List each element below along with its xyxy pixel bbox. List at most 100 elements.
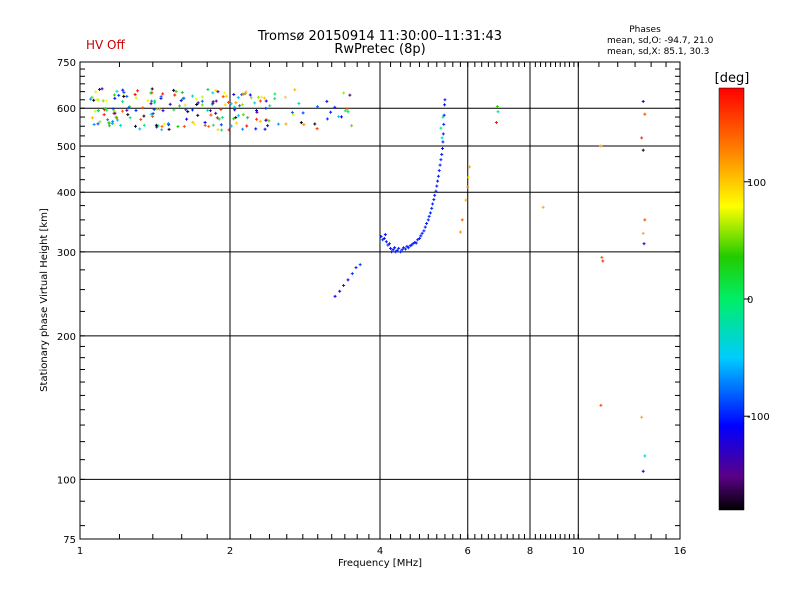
- data-point: [162, 122, 166, 126]
- data-point: [216, 90, 220, 94]
- data-point: [193, 122, 197, 126]
- data-point: [223, 103, 227, 107]
- data-point: [161, 109, 165, 113]
- data-point: [458, 230, 462, 234]
- data-point: [397, 246, 401, 250]
- data-point: [386, 243, 390, 247]
- data-point: [433, 193, 437, 197]
- x-tick-label: 16: [674, 546, 687, 557]
- data-point: [136, 89, 140, 93]
- data-point: [100, 87, 104, 91]
- data-point: [114, 115, 118, 119]
- data-point: [427, 214, 431, 218]
- phases-o-stats: mean, sd,O: -94.7, 21.0: [607, 36, 714, 46]
- data-point: [248, 93, 252, 97]
- data-point: [92, 123, 96, 127]
- data-point: [379, 235, 383, 239]
- data-point: [214, 88, 218, 92]
- data-point: [112, 109, 116, 113]
- data-point: [217, 117, 221, 121]
- data-point: [283, 95, 287, 99]
- data-point: [541, 205, 545, 209]
- data-point: [182, 124, 186, 128]
- data-point: [244, 90, 248, 94]
- data-point: [211, 123, 215, 127]
- data-point: [233, 105, 237, 109]
- data-point: [299, 121, 303, 125]
- data-point: [293, 88, 297, 92]
- data-point: [422, 229, 426, 233]
- data-point: [342, 91, 346, 95]
- data-point: [245, 124, 249, 128]
- data-point: [196, 113, 200, 117]
- data-point: [241, 113, 245, 117]
- data-point: [155, 107, 159, 111]
- data-point: [234, 101, 238, 105]
- data-point: [182, 96, 186, 100]
- colorbar: [718, 87, 745, 511]
- data-point: [290, 111, 294, 115]
- data-point: [402, 246, 406, 250]
- data-point: [134, 124, 138, 128]
- data-point: [643, 218, 647, 222]
- data-point: [468, 165, 472, 169]
- data-point: [255, 117, 259, 121]
- data-point: [403, 247, 407, 251]
- data-point: [315, 127, 319, 131]
- data-point: [133, 93, 137, 97]
- data-point: [245, 116, 249, 120]
- data-point: [267, 119, 271, 123]
- data-point: [115, 89, 119, 93]
- data-point: [122, 90, 126, 94]
- data-point: [158, 107, 162, 111]
- data-point: [216, 128, 220, 132]
- data-point: [211, 100, 215, 104]
- data-point: [443, 103, 447, 107]
- data-point: [641, 148, 645, 152]
- data-point: [431, 202, 435, 206]
- data-point: [434, 189, 438, 193]
- data-point: [441, 140, 445, 144]
- data-point: [641, 231, 645, 235]
- grid-lines: [80, 62, 680, 539]
- x-tick-label: 1: [77, 546, 83, 557]
- data-point: [301, 111, 305, 115]
- data-point: [159, 95, 163, 99]
- data-point: [419, 234, 423, 238]
- data-point: [219, 107, 223, 111]
- data-point: [325, 117, 329, 121]
- data-point: [391, 248, 395, 252]
- data-point: [119, 123, 123, 127]
- data-point: [220, 128, 224, 132]
- data-point: [236, 96, 240, 100]
- data-point: [435, 184, 439, 188]
- data-point: [263, 127, 267, 131]
- data-point: [266, 124, 270, 128]
- y-tick-label: 100: [57, 475, 76, 486]
- data-point: [160, 128, 164, 132]
- x-tick-label: 10: [572, 546, 585, 557]
- data-point: [642, 242, 646, 246]
- colorbar-tick-label: -100: [747, 412, 770, 423]
- data-point: [384, 240, 388, 244]
- data-point: [439, 126, 443, 130]
- data-point: [98, 120, 102, 124]
- data-point: [105, 99, 109, 103]
- data-point: [172, 88, 176, 92]
- data-point: [640, 415, 644, 419]
- data-point: [302, 123, 306, 127]
- data-point: [183, 103, 187, 107]
- data-point: [339, 115, 343, 119]
- data-point: [112, 93, 116, 97]
- data-point: [254, 127, 258, 131]
- data-point: [382, 236, 386, 240]
- data-point: [206, 88, 210, 92]
- data-point: [258, 99, 262, 103]
- hv-status: HV Off: [86, 38, 125, 52]
- data-point: [276, 122, 280, 126]
- data-point: [111, 107, 115, 111]
- data-point: [232, 117, 236, 121]
- data-point: [238, 104, 242, 108]
- colorbar-ticks: 100 0 -100: [744, 178, 770, 423]
